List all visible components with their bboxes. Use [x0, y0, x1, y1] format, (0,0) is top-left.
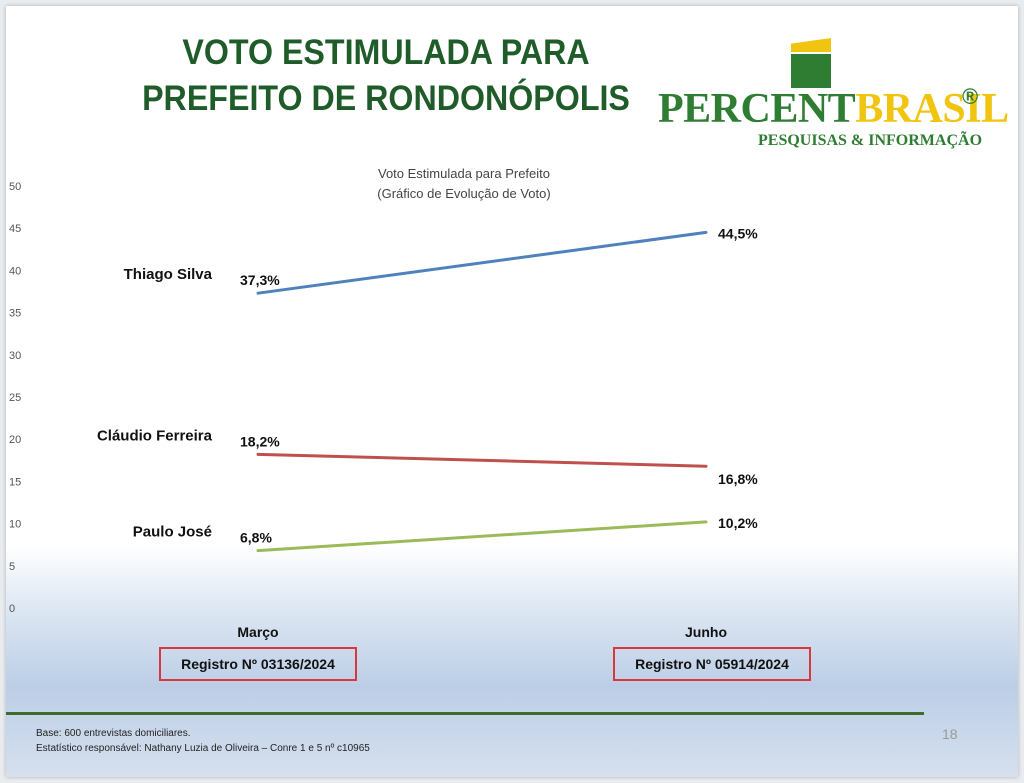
series-name: Thiago Silva	[124, 266, 213, 283]
data-label: 10,2%	[718, 515, 758, 531]
y-tick-label: 40	[9, 265, 21, 277]
footer-divider	[6, 712, 924, 715]
page-number: 18	[942, 726, 958, 742]
data-label: 37,3%	[240, 272, 280, 288]
y-axis-ticks: 0 5 10 15 20 25 30 35 40 45 50	[9, 181, 21, 615]
data-label: 44,5%	[718, 225, 758, 241]
y-tick-label: 50	[9, 181, 21, 193]
series-lines	[256, 230, 708, 553]
chart-subtitle: (Gráfico de Evolução de Voto)	[377, 186, 550, 201]
y-tick-label: 35	[9, 308, 21, 320]
registration-label: Registro Nº 03136/2024	[181, 656, 335, 672]
series-names: Thiago Silva Cláudio Ferreira Paulo José	[97, 266, 213, 540]
data-label: 6,8%	[240, 530, 272, 546]
title-line-1: VOTO ESTIMULADA PARA	[182, 33, 590, 72]
series-name: Cláudio Ferreira	[97, 427, 213, 444]
registered-mark: ®	[962, 84, 979, 109]
data-label: 18,2%	[240, 433, 280, 449]
x-category-label: Junho	[685, 624, 727, 640]
logo-wordmark: PERCENTBRASIL	[658, 86, 1009, 132]
y-tick-label: 15	[9, 476, 21, 488]
y-tick-label: 45	[9, 223, 21, 235]
page-title: VOTO ESTIMULADA PARA PREFEITO DE RONDONÓ…	[128, 30, 643, 122]
slide: VOTO ESTIMULADA PARA PREFEITO DE RONDONÓ…	[6, 6, 1018, 777]
data-label: 16,8%	[718, 471, 758, 487]
y-tick-label: 0	[9, 603, 15, 615]
data-labels: 37,3% 44,5% 18,2% 16,8% 6,8% 10,2%	[240, 225, 758, 545]
registration-label: Registro Nº 05914/2024	[635, 656, 789, 672]
logo-word-part2: BRASIL	[855, 86, 1009, 132]
line-chart: Voto Estimulada para Prefeito (Gráfico d…	[9, 166, 811, 681]
x-category-label: Março	[237, 624, 278, 640]
y-tick-label: 10	[9, 519, 21, 531]
percentbrasil-logo: PERCENTBRASIL ® PESQUISAS & INFORMAÇÃO	[658, 34, 1009, 154]
series-line	[256, 452, 708, 468]
chart-title: Voto Estimulada para Prefeito	[378, 166, 550, 181]
series-line	[256, 520, 708, 553]
logo-word-part1: PERCENT	[658, 86, 856, 132]
y-tick-label: 25	[9, 392, 21, 404]
series-name: Paulo José	[133, 524, 212, 541]
logo-tagline: PESQUISAS & INFORMAÇÃO	[758, 132, 983, 149]
registration-boxes: Registro Nº 03136/2024 Registro Nº 05914/…	[159, 647, 811, 681]
registration-box	[613, 647, 811, 681]
logo-flag-icon	[791, 38, 831, 88]
registration-box	[159, 647, 357, 681]
y-tick-label: 5	[9, 561, 15, 573]
x-axis-categories: Março Junho	[237, 624, 727, 640]
footer-statistician-note: Estatístico responsável: Nathany Luzia d…	[36, 743, 370, 754]
y-tick-label: 20	[9, 434, 21, 446]
series-line	[256, 230, 708, 295]
y-tick-label: 30	[9, 350, 21, 362]
title-line-2: PREFEITO DE RONDONÓPOLIS	[142, 79, 630, 118]
footer-base-note: Base: 600 entrevistas domiciliares.	[36, 728, 191, 739]
